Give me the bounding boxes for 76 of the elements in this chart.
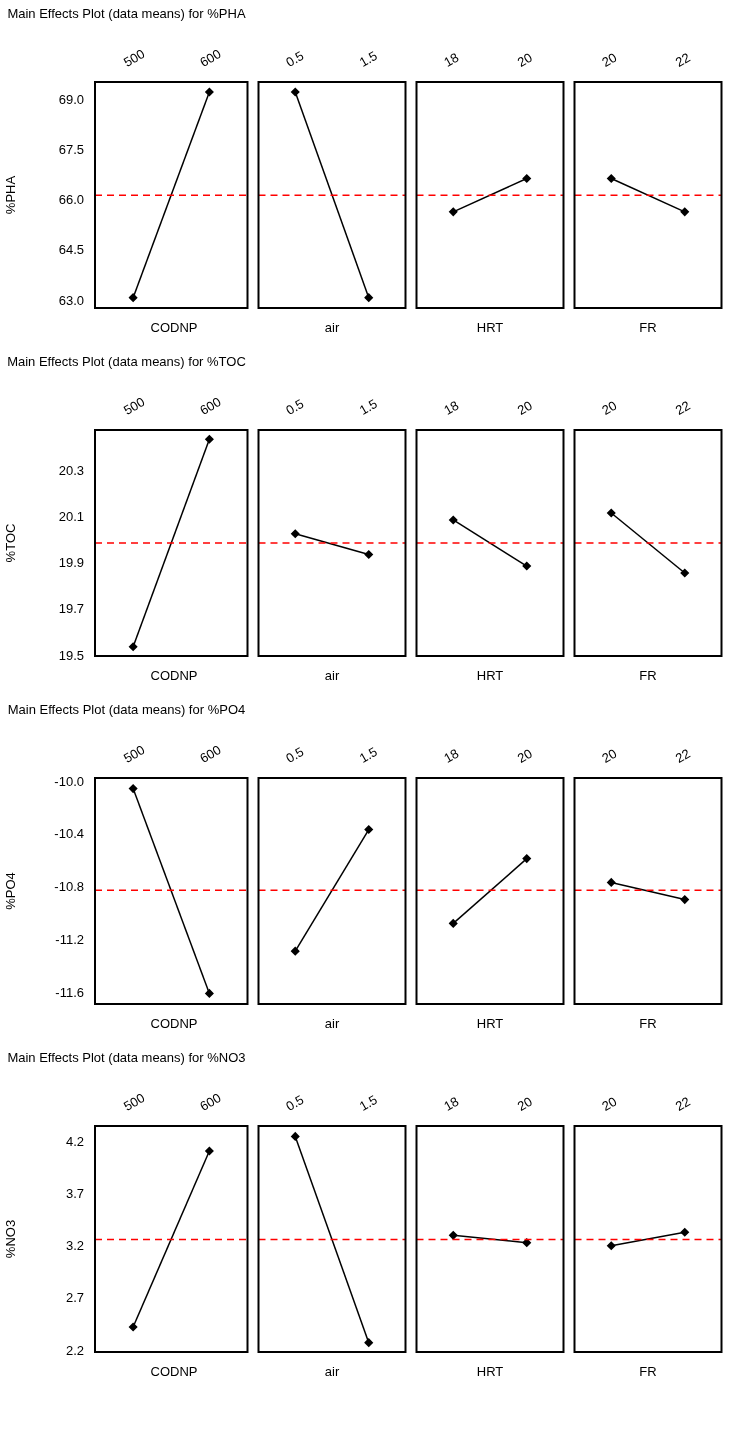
- y-tick-label: 67.5: [58, 142, 84, 158]
- x-axis-title: air: [323, 1364, 341, 1381]
- x-axis-title: HRT: [475, 1364, 505, 1381]
- x-axis-title: air: [323, 1016, 341, 1033]
- x-axis-title: CODNP: [149, 1364, 199, 1381]
- y-tick-label: 19.5: [58, 647, 84, 663]
- x-tick-label: 20: [514, 397, 535, 418]
- x-tick-label: 600: [197, 394, 224, 418]
- y-tick-label: 19.9: [58, 555, 84, 571]
- x-axis-title: FR: [638, 320, 658, 337]
- x-tick-label: 1.5: [356, 47, 380, 70]
- x-tick-label: 600: [197, 1090, 224, 1114]
- x-tick-label: 22: [672, 1093, 693, 1114]
- x-tick-label: 18: [441, 745, 462, 766]
- y-tick-label: 66.0: [58, 192, 84, 208]
- x-tick-label: 600: [197, 46, 224, 70]
- x-tick-label: 20: [514, 49, 535, 70]
- x-tick-label: 18: [441, 397, 462, 418]
- x-tick-label: 0.5: [283, 743, 307, 766]
- chart-title: Main Effects Plot (data means) for %TOC: [6, 354, 247, 371]
- y-tick-label: -11.2: [55, 932, 84, 948]
- x-tick-label: 0.5: [283, 1091, 307, 1114]
- chart-title: Main Effects Plot (data means) for %NO3: [6, 1050, 247, 1067]
- y-tick-label: 69.0: [58, 92, 84, 108]
- y-axis-title: %NO3: [3, 1219, 19, 1259]
- x-axis-title: HRT: [475, 320, 505, 337]
- y-tick-label: -11.6: [55, 985, 84, 1001]
- y-tick-label: 64.5: [58, 242, 84, 258]
- chart-title: Main Effects Plot (data means) for %PO4: [6, 702, 247, 719]
- x-axis-title: air: [323, 668, 341, 685]
- x-tick-label: 500: [121, 46, 148, 70]
- x-tick-label: 18: [441, 1093, 462, 1114]
- y-tick-label: 19.7: [58, 601, 84, 617]
- x-tick-label: 500: [121, 394, 148, 418]
- y-tick-label: 3.7: [65, 1186, 84, 1202]
- y-tick-label: 3.2: [65, 1238, 84, 1254]
- y-tick-label: -10.4: [54, 826, 84, 842]
- y-tick-label: 2.2: [65, 1342, 84, 1358]
- x-axis-title: FR: [638, 668, 658, 685]
- x-axis-title: HRT: [475, 668, 505, 685]
- x-tick-label: 500: [121, 742, 148, 766]
- x-axis-title: CODNP: [149, 320, 199, 337]
- y-axis-title: %PHA: [3, 175, 19, 215]
- x-tick-label: 500: [121, 1090, 148, 1114]
- x-tick-label: 1.5: [356, 395, 380, 418]
- x-axis-title: FR: [638, 1364, 658, 1381]
- y-tick-label: -10.0: [54, 773, 84, 789]
- x-tick-label: 22: [672, 745, 693, 766]
- x-axis-title: air: [323, 320, 341, 337]
- x-tick-label: 600: [197, 742, 224, 766]
- x-tick-label: 22: [672, 397, 693, 418]
- y-axis-title: %TOC: [3, 523, 19, 563]
- x-tick-label: 0.5: [283, 47, 307, 70]
- x-tick-label: 20: [599, 397, 620, 418]
- y-tick-label: 20.3: [58, 463, 84, 479]
- x-axis-title: FR: [638, 1016, 658, 1033]
- x-tick-label: 1.5: [356, 743, 380, 766]
- x-tick-label: 1.5: [356, 1091, 380, 1114]
- y-tick-label: -10.8: [54, 879, 84, 895]
- x-tick-label: 18: [441, 49, 462, 70]
- y-tick-label: 4.2: [65, 1134, 84, 1150]
- x-tick-label: 20: [599, 49, 620, 70]
- x-tick-label: 20: [599, 745, 620, 766]
- y-tick-label: 2.7: [65, 1290, 84, 1306]
- y-tick-label: 63.0: [58, 292, 84, 308]
- y-tick-label: 20.1: [58, 509, 84, 525]
- x-axis-title: CODNP: [149, 668, 199, 685]
- chart-title: Main Effects Plot (data means) for %PHA: [6, 6, 247, 23]
- x-tick-label: 20: [514, 745, 535, 766]
- x-tick-label: 20: [514, 1093, 535, 1114]
- x-tick-label: 0.5: [283, 395, 307, 418]
- x-tick-label: 20: [599, 1093, 620, 1114]
- x-axis-title: CODNP: [149, 1016, 199, 1033]
- y-axis-title: %PO4: [3, 872, 19, 910]
- x-tick-label: 22: [672, 49, 693, 70]
- x-axis-title: HRT: [475, 1016, 505, 1033]
